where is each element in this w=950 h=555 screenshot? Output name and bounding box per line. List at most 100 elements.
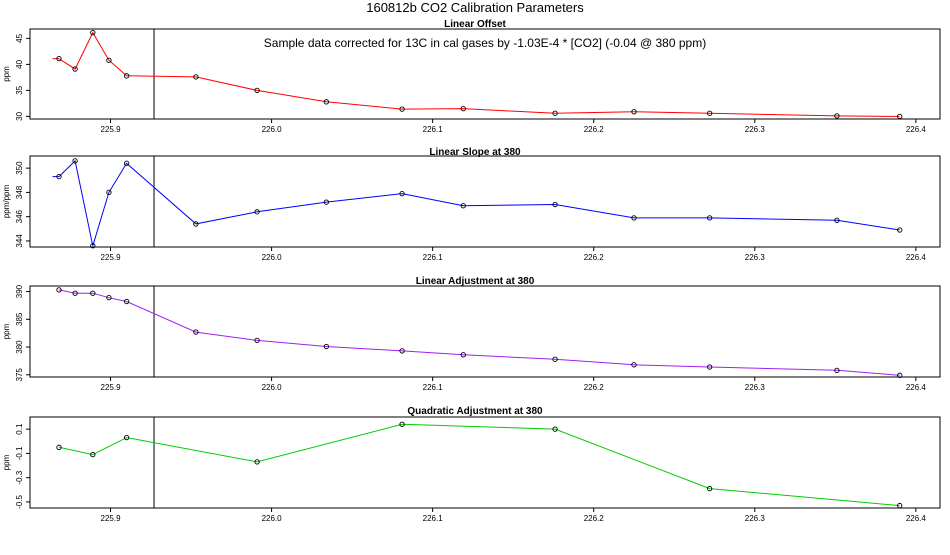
panel-1: Linear Offset 225.9 226.0 226.1 226.2 226.3 22… — [2, 19, 941, 134]
x-tick-label: 225.9 — [101, 125, 122, 134]
data-point — [56, 173, 62, 180]
data-point — [897, 113, 903, 120]
x-tick-label: 225.9 — [101, 514, 122, 523]
y-tick-label: 390 — [15, 284, 24, 298]
x-tick-label: 226.3 — [745, 125, 766, 134]
data-point — [323, 99, 330, 105]
data-point — [323, 343, 330, 350]
data-point — [707, 215, 713, 221]
data-point — [56, 444, 62, 450]
data-point — [254, 337, 260, 344]
y-axis-label: ppm — [2, 323, 11, 339]
data-point — [123, 73, 130, 79]
data-point — [631, 109, 637, 115]
data-point — [90, 29, 96, 36]
x-tick-label: 225.9 — [101, 383, 122, 392]
x-tick-label: 226.3 — [745, 253, 766, 262]
data-point — [323, 199, 330, 205]
x-tick-label: 225.9 — [101, 253, 122, 262]
data-point — [254, 87, 260, 94]
panel-title: Linear Adjustment at 380 — [416, 276, 535, 287]
data-point — [399, 106, 405, 112]
series-line — [58, 159, 900, 246]
data-point — [123, 298, 130, 305]
data-point — [193, 329, 199, 335]
correction-note: Sample data corrected for 13C in cal gas… — [264, 36, 706, 50]
data-point — [834, 217, 840, 223]
data-point — [106, 57, 112, 63]
x-tick-label: 226.1 — [423, 514, 444, 523]
x-tick-label: 226.1 — [423, 253, 444, 262]
x-tick-label: 226.3 — [745, 514, 766, 523]
data-point — [123, 160, 130, 166]
data-point — [631, 215, 637, 221]
plot-frame — [29, 155, 941, 248]
data-point — [106, 295, 112, 301]
data-point — [897, 502, 903, 509]
panel-group: Linear Offset 225.9 226.0 226.1 226.2 226.3 22… — [2, 19, 941, 523]
x-tick-label: 226.4 — [906, 514, 927, 523]
y-tick-label: -0.5 — [15, 494, 24, 508]
x-tick-label: 226.0 — [262, 125, 283, 134]
panel-title: Quadratic Adjustment at 380 — [407, 406, 543, 417]
x-tick-label: 226.0 — [262, 514, 283, 523]
data-point — [460, 352, 466, 358]
panel-4: Quadratic Adjustment at 380 225.9 226.0 226… — [2, 406, 941, 523]
data-point — [460, 203, 466, 209]
y-tick-label: 40 — [15, 59, 24, 68]
x-tick-label: 226.2 — [584, 253, 605, 262]
data-point — [399, 190, 405, 197]
x-tick-label: 226.3 — [745, 383, 766, 392]
data-point — [56, 56, 62, 62]
x-tick-label: 226.2 — [584, 514, 605, 523]
y-tick-label: 30 — [15, 111, 24, 120]
y-axis-label: ppm — [2, 454, 11, 470]
data-point — [123, 434, 130, 441]
x-tick-label: 226.1 — [423, 383, 444, 392]
data-point — [834, 113, 840, 119]
y-tick-label: 380 — [15, 340, 24, 354]
data-point — [254, 209, 260, 215]
data-point — [72, 66, 78, 72]
data-point — [552, 426, 558, 432]
figure-title: 160812b CO2 Calibration Parameters — [366, 0, 584, 15]
data-point — [106, 189, 112, 196]
series-line — [58, 289, 900, 376]
data-point — [707, 485, 713, 492]
panel-title: Linear Offset — [444, 19, 506, 30]
data-point — [399, 421, 405, 427]
x-tick-label: 226.0 — [262, 253, 283, 262]
y-tick-label: -0.3 — [15, 470, 24, 484]
data-point — [552, 110, 558, 116]
y-tick-label: 35 — [15, 85, 24, 94]
y-tick-label: 346 — [15, 209, 24, 223]
plot-frame — [29, 416, 941, 509]
panel-3: Linear Adjustment at 380 225.9 226.0 226.1 2… — [2, 276, 941, 392]
y-tick-label: 350 — [15, 161, 24, 175]
y-tick-label: 45 — [15, 33, 24, 42]
plot-frame — [29, 285, 941, 378]
data-point — [90, 451, 96, 458]
y-tick-label: 375 — [15, 368, 24, 382]
data-point — [552, 356, 558, 362]
plot-frame — [29, 28, 941, 120]
x-tick-label: 226.0 — [262, 383, 283, 392]
series-line — [58, 423, 900, 507]
data-point — [56, 287, 62, 293]
data-point — [90, 290, 96, 296]
data-point — [460, 105, 466, 112]
data-point — [193, 74, 199, 80]
data-point — [707, 364, 713, 370]
data-point — [72, 290, 78, 296]
x-tick-label: 226.1 — [423, 125, 444, 134]
data-point — [72, 158, 78, 164]
data-point — [399, 348, 405, 354]
panel-title: Linear Slope at 380 — [429, 147, 521, 158]
x-tick-label: 226.4 — [906, 125, 927, 134]
y-tick-label: -0.1 — [15, 446, 24, 460]
data-point — [193, 221, 199, 227]
data-point — [897, 227, 903, 233]
panel-2: Linear Slope at 380 225.9 226.0 226.1 226.2 2… — [2, 147, 941, 262]
series-line — [58, 31, 900, 117]
